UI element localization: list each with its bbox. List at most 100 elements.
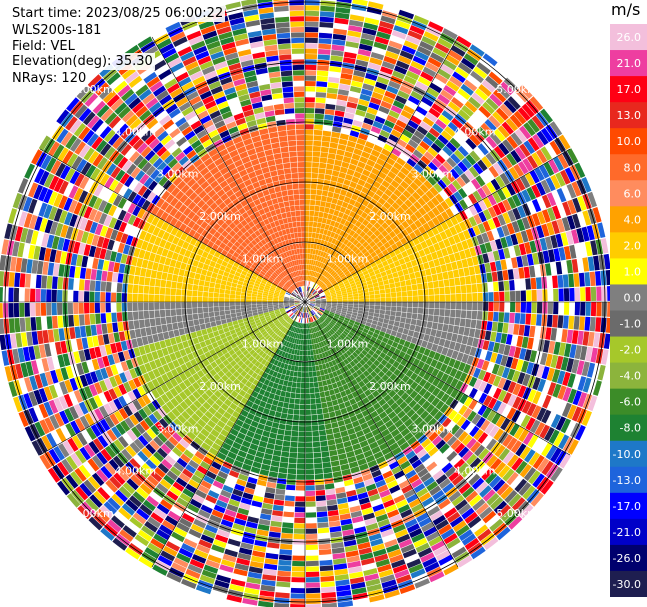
velocity-gate	[333, 325, 339, 331]
velocity-gate	[364, 517, 377, 526]
velocity-gate	[363, 251, 370, 258]
velocity-gate	[284, 306, 290, 309]
velocity-gate	[434, 454, 446, 465]
velocity-gate	[83, 461, 96, 475]
velocity-gate	[84, 444, 96, 458]
velocity-gate	[228, 325, 235, 331]
velocity-gate	[192, 313, 199, 320]
velocity-gate	[405, 143, 416, 154]
velocity-gate	[278, 338, 284, 344]
velocity-gate	[355, 220, 362, 228]
velocity-gate	[577, 392, 588, 408]
velocity-gate	[305, 307, 307, 313]
velocity-gate	[478, 381, 488, 392]
velocity-gate	[276, 337, 282, 343]
velocity-gate	[144, 547, 160, 559]
velocity-gate	[208, 307, 214, 313]
velocity-gate	[321, 141, 330, 148]
velocity-gate	[311, 289, 315, 294]
velocity-gate	[437, 272, 444, 281]
velocity-gate	[367, 588, 384, 598]
velocity-gate	[353, 425, 362, 433]
velocity-gate	[333, 115, 344, 123]
velocity-gate	[104, 445, 117, 459]
velocity-gate	[455, 524, 470, 537]
velocity-gate	[455, 66, 469, 79]
velocity-gate	[230, 578, 246, 587]
velocity-gate	[315, 303, 321, 306]
velocity-gate	[324, 310, 330, 314]
velocity-gate	[194, 356, 203, 364]
velocity-gate	[315, 320, 320, 325]
velocity-gate	[526, 253, 534, 266]
velocity-gate	[177, 357, 185, 366]
velocity-gate	[64, 379, 74, 393]
velocity-gate	[329, 277, 334, 282]
velocity-gate	[203, 307, 209, 313]
velocity-gate	[388, 80, 401, 90]
velocity-gate	[500, 418, 511, 431]
velocity-gate	[325, 235, 330, 242]
velocity-gate	[376, 356, 384, 363]
velocity-gate	[481, 468, 494, 481]
velocity-gate	[312, 162, 320, 168]
velocity-gate	[348, 250, 355, 256]
velocity-gate	[383, 162, 393, 171]
velocity-gate	[342, 213, 349, 221]
velocity-gate	[156, 483, 169, 494]
velocity-gate	[235, 394, 244, 402]
velocity-gate	[369, 378, 377, 386]
velocity-gate	[351, 206, 359, 213]
velocity-gate	[564, 167, 576, 183]
velocity-gate	[293, 309, 298, 314]
velocity-gate	[415, 106, 428, 116]
velocity-gate	[102, 334, 110, 345]
velocity-gate	[408, 355, 416, 364]
velocity-gate	[165, 390, 174, 401]
velocity-gate	[142, 372, 151, 383]
velocity-gate	[439, 302, 445, 309]
velocity-gate	[359, 404, 367, 413]
velocity-gate	[229, 298, 235, 302]
velocity-gate	[391, 148, 402, 157]
velocity-gate	[237, 432, 246, 440]
velocity-gate	[137, 386, 146, 397]
velocity-gate	[362, 169, 371, 177]
velocity-gate	[40, 303, 47, 316]
velocity-gate	[320, 262, 325, 269]
velocity-gate	[349, 211, 356, 218]
velocity-gate	[502, 270, 509, 281]
velocity-gate	[319, 565, 334, 572]
velocity-gate	[311, 276, 315, 282]
velocity-gate	[373, 451, 384, 460]
velocity-gate	[495, 63, 510, 77]
velocity-gate	[497, 125, 510, 139]
velocity-gate	[523, 266, 530, 279]
velocity-gate	[305, 167, 312, 173]
velocity-gate	[367, 267, 374, 274]
velocity-gate	[492, 479, 506, 492]
velocity-gate	[406, 312, 412, 319]
velocity-gate	[347, 264, 353, 271]
velocity-gate	[389, 554, 404, 564]
velocity-gate	[179, 517, 193, 528]
velocity-gate	[235, 302, 241, 306]
velocity-gate	[315, 314, 320, 319]
velocity-gate	[300, 312, 303, 318]
velocity-gate	[323, 265, 329, 271]
velocity-gate	[308, 361, 312, 367]
velocity-gate	[251, 304, 257, 308]
velocity-gate	[325, 428, 333, 435]
velocity-gate	[579, 242, 588, 258]
velocity-gate	[426, 342, 433, 350]
velocity-gate	[226, 420, 235, 428]
velocity-gate	[191, 413, 201, 423]
velocity-gate	[141, 336, 149, 346]
velocity-gate	[404, 323, 411, 330]
velocity-gate	[321, 195, 327, 202]
velocity-gate	[272, 455, 281, 462]
velocity-gate	[320, 306, 326, 309]
velocity-gate	[493, 281, 499, 292]
velocity-gate	[49, 342, 57, 356]
velocity-gate	[346, 241, 353, 248]
